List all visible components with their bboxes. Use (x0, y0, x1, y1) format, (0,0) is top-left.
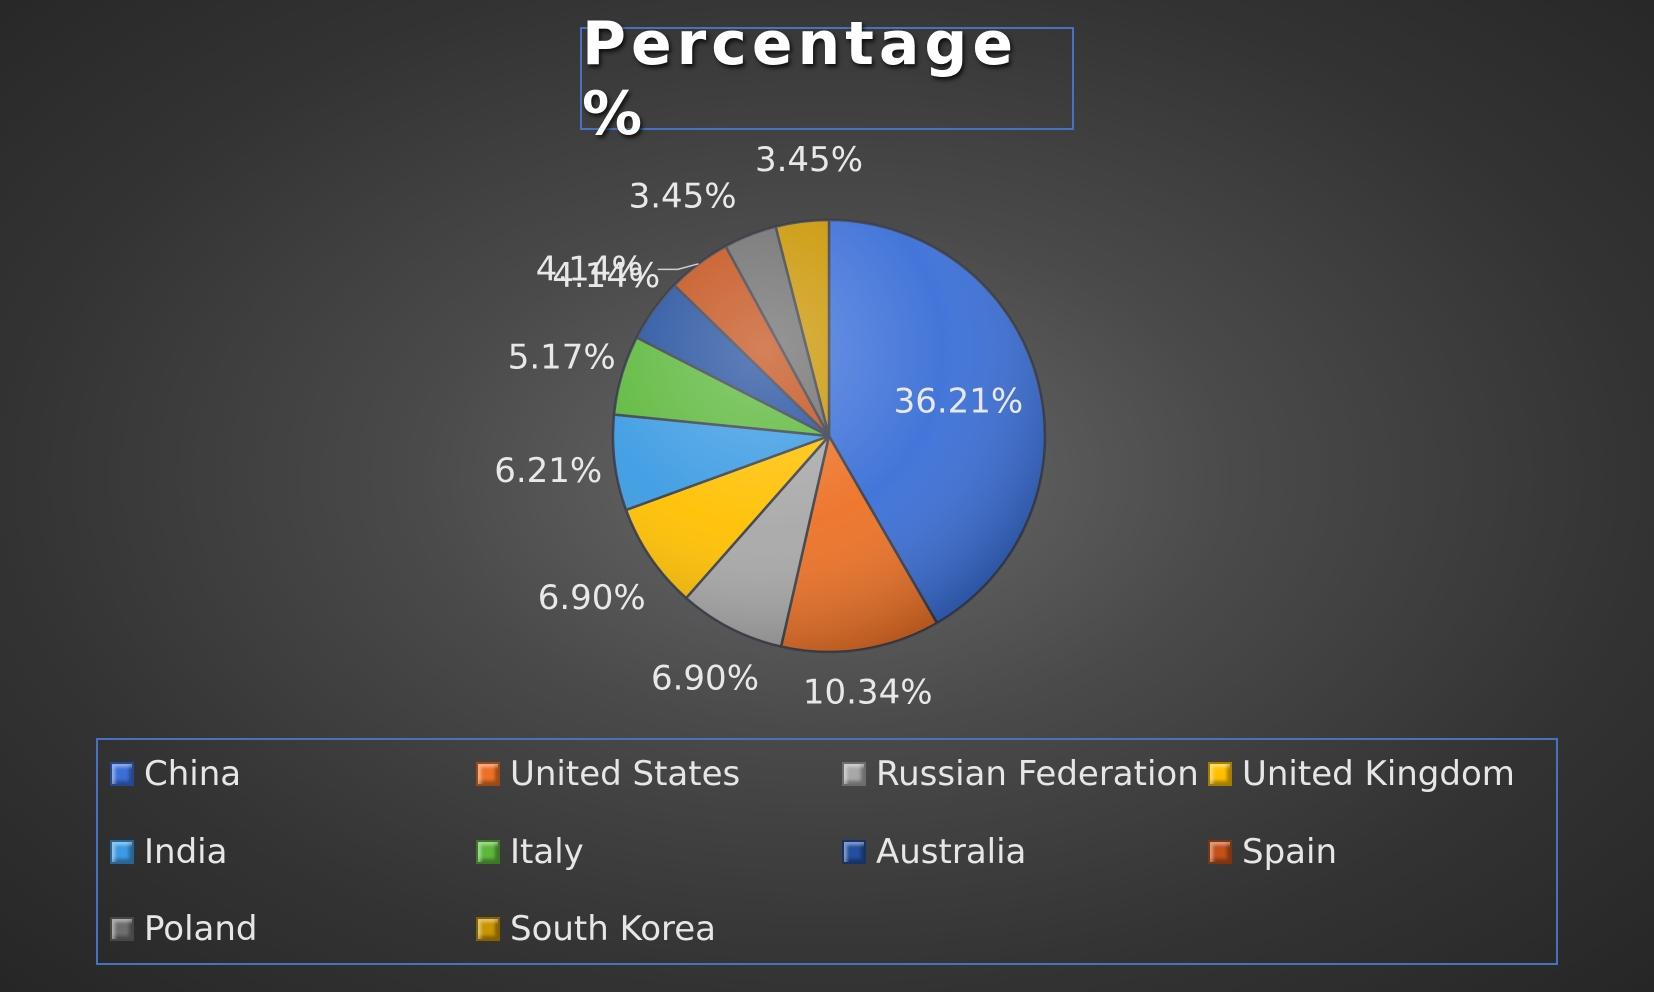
leader-lines (657, 263, 699, 271)
legend-item-india: India (110, 832, 227, 872)
data-label-china: 36.21% (894, 381, 1024, 421)
data-label-italy: 5.17% (508, 337, 616, 377)
legend-label: Poland (144, 909, 258, 949)
legend-label: India (144, 832, 228, 872)
chart-title: Percentage % (582, 8, 1019, 149)
legend-swatch (1208, 762, 1232, 786)
legend-swatch (476, 840, 500, 864)
data-label-russian-federation: 6.90% (651, 658, 759, 698)
legend-label: Australia (876, 832, 1027, 872)
legend-swatch (1208, 840, 1232, 864)
data-label-australia: 4.14% (552, 256, 660, 296)
data-label-poland: 3.45% (629, 176, 737, 216)
legend-item-russian-federation: Russian Federation (842, 754, 1199, 794)
legend-swatch (476, 762, 500, 786)
legend-swatch (842, 762, 866, 786)
chart-title-box: Percentage % (580, 9, 1074, 149)
legend-label: United States (510, 754, 741, 794)
data-label-spain: 4.14% (536, 249, 644, 289)
data-label-united-states: 10.34% (803, 672, 933, 712)
data-label-india: 6.21% (494, 451, 602, 491)
legend-item-china: China (110, 754, 241, 794)
legend-swatch (110, 762, 134, 786)
legend-label: China (144, 754, 242, 794)
legend-label: United Kingdom (1242, 754, 1515, 794)
data-labels: 36.21% 10.34% 6.90%6.90% 6.21% 5.17% 4.14%4.1… (494, 140, 1023, 712)
legend-label: South Korea (510, 909, 717, 949)
legend-label: Russian Federation (876, 754, 1199, 794)
legend-item-south-korea: South Korea (476, 909, 716, 949)
legend-swatch (842, 840, 866, 864)
legend-item-poland: Poland (110, 909, 258, 949)
legend: China United States Russian Federation Unit… (96, 738, 1558, 965)
legend-item-australia: Australia (842, 832, 1026, 872)
legend-label: Italy (510, 832, 584, 872)
legend-swatch (110, 840, 134, 864)
legend-swatch (110, 917, 134, 941)
pie-slices (611, 218, 1047, 654)
legend-item-spain: Spain (1208, 832, 1337, 872)
legend-swatch (476, 917, 500, 941)
legend-item-united-kingdom: United Kingdom (1208, 754, 1515, 794)
legend-item-italy: Italy (476, 832, 584, 872)
legend-item-united-states: United States (476, 754, 740, 794)
leader-line-spain (657, 263, 699, 271)
data-label-united-kingdom: 6.90% (538, 578, 646, 618)
legend-label: Spain (1242, 832, 1337, 872)
data-label-south-korea: 3.45% (755, 140, 863, 180)
